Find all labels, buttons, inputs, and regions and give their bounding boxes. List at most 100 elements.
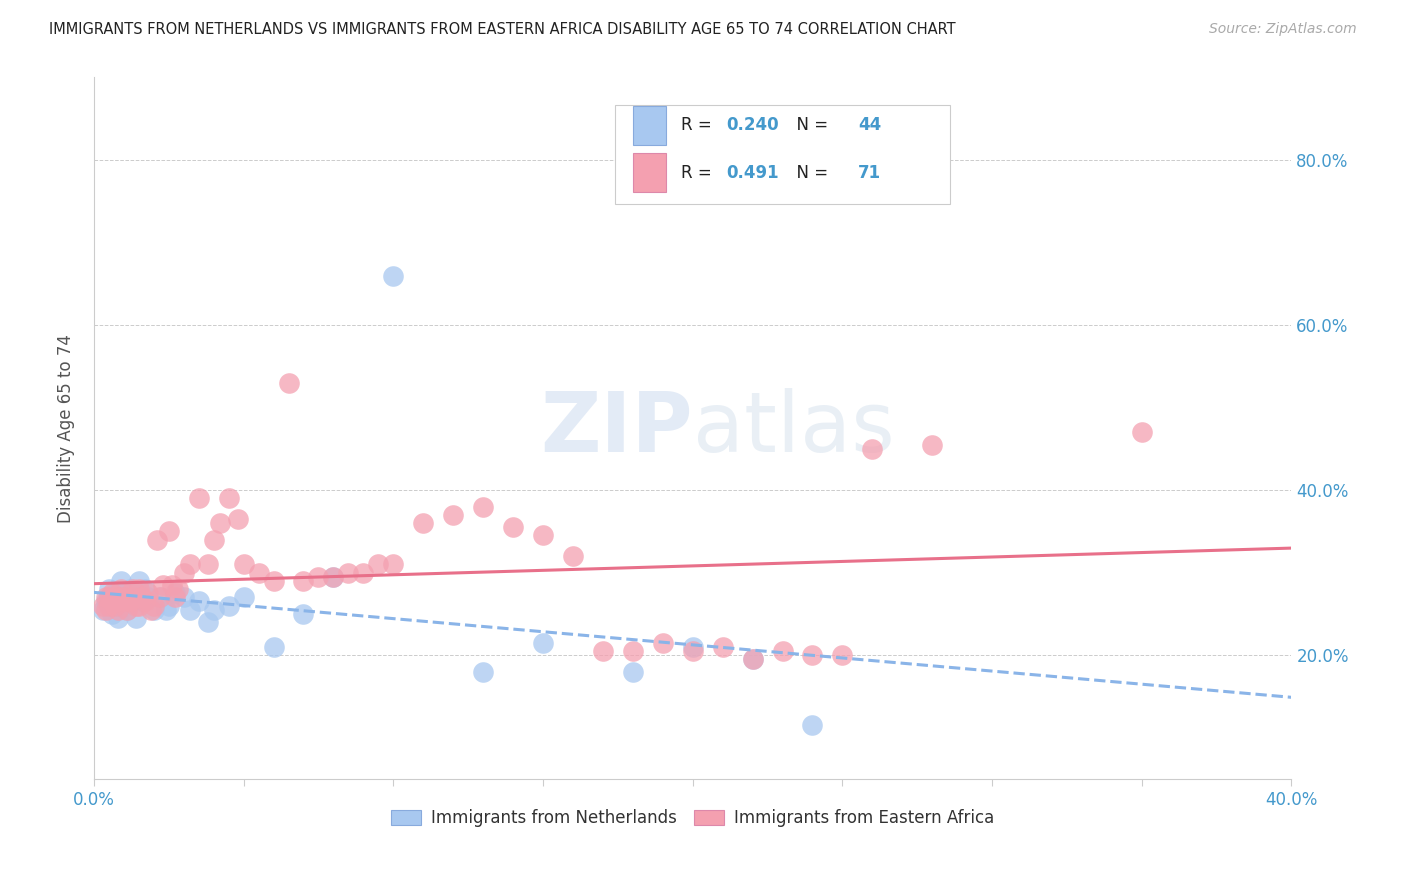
- Point: [682, 640, 704, 654]
- Text: N =: N =: [786, 163, 834, 182]
- Point: [187, 491, 209, 506]
- Point: [831, 648, 853, 662]
- Point: [104, 586, 127, 600]
- Point: [134, 582, 156, 596]
- Point: [115, 603, 138, 617]
- Text: 71: 71: [858, 163, 882, 182]
- Point: [337, 566, 360, 580]
- Point: [163, 591, 186, 605]
- Point: [107, 611, 129, 625]
- Point: [232, 558, 254, 572]
- Point: [322, 570, 344, 584]
- Text: 0.240: 0.240: [727, 117, 779, 135]
- Point: [146, 533, 169, 547]
- Point: [160, 578, 183, 592]
- Point: [263, 574, 285, 588]
- Point: [152, 578, 174, 592]
- Point: [412, 516, 434, 530]
- Point: [502, 520, 524, 534]
- Point: [263, 640, 285, 654]
- Point: [921, 438, 943, 452]
- Point: [531, 528, 554, 542]
- Point: [179, 603, 201, 617]
- Bar: [614, 105, 950, 203]
- Legend: Immigrants from Netherlands, Immigrants from Eastern Africa: Immigrants from Netherlands, Immigrants …: [385, 803, 1001, 834]
- Point: [208, 516, 231, 530]
- Point: [367, 558, 389, 572]
- Point: [107, 603, 129, 617]
- Point: [110, 574, 132, 588]
- Point: [308, 570, 330, 584]
- Point: [94, 594, 117, 608]
- Point: [157, 524, 180, 539]
- Point: [121, 582, 143, 596]
- Point: [218, 599, 240, 613]
- Point: [860, 442, 883, 456]
- Point: [561, 549, 583, 563]
- Point: [621, 644, 644, 658]
- Point: [247, 566, 270, 580]
- Point: [277, 376, 299, 390]
- Point: [1130, 425, 1153, 440]
- Point: [104, 599, 127, 613]
- Point: [142, 599, 165, 613]
- Text: IMMIGRANTS FROM NETHERLANDS VS IMMIGRANTS FROM EASTERN AFRICA DISABILITY AGE 65 : IMMIGRANTS FROM NETHERLANDS VS IMMIGRANT…: [49, 22, 956, 37]
- Point: [163, 586, 186, 600]
- Point: [173, 566, 195, 580]
- Point: [179, 558, 201, 572]
- Point: [91, 599, 114, 613]
- Point: [110, 591, 132, 605]
- Point: [107, 594, 129, 608]
- Text: Source: ZipAtlas.com: Source: ZipAtlas.com: [1209, 22, 1357, 37]
- Point: [149, 591, 172, 605]
- Point: [97, 591, 120, 605]
- Point: [621, 665, 644, 679]
- Point: [226, 512, 249, 526]
- Point: [202, 533, 225, 547]
- Point: [166, 582, 188, 596]
- Point: [197, 615, 219, 629]
- Point: [139, 603, 162, 617]
- Point: [136, 591, 159, 605]
- Point: [104, 591, 127, 605]
- Point: [112, 591, 135, 605]
- Point: [104, 599, 127, 613]
- Point: [94, 603, 117, 617]
- Point: [110, 599, 132, 613]
- Point: [91, 603, 114, 617]
- Text: 44: 44: [858, 117, 882, 135]
- Point: [232, 591, 254, 605]
- Point: [134, 594, 156, 608]
- Point: [472, 665, 495, 679]
- Point: [711, 640, 734, 654]
- Point: [592, 644, 614, 658]
- Bar: [633, 153, 666, 192]
- Text: atlas: atlas: [693, 388, 894, 468]
- Point: [801, 718, 824, 732]
- Point: [125, 599, 148, 613]
- Point: [112, 594, 135, 608]
- Point: [187, 594, 209, 608]
- Point: [107, 594, 129, 608]
- Point: [472, 500, 495, 514]
- Point: [136, 586, 159, 600]
- Point: [101, 599, 124, 613]
- Point: [121, 591, 143, 605]
- Point: [112, 594, 135, 608]
- Point: [149, 591, 172, 605]
- Point: [155, 603, 177, 617]
- Point: [97, 582, 120, 596]
- Text: N =: N =: [786, 117, 834, 135]
- Point: [142, 603, 165, 617]
- Point: [682, 644, 704, 658]
- Point: [101, 594, 124, 608]
- Point: [202, 603, 225, 617]
- Text: R =: R =: [681, 117, 717, 135]
- Point: [128, 582, 150, 596]
- Point: [292, 607, 315, 621]
- Point: [101, 607, 124, 621]
- Point: [110, 582, 132, 596]
- Y-axis label: Disability Age 65 to 74: Disability Age 65 to 74: [58, 334, 75, 523]
- Point: [218, 491, 240, 506]
- Point: [128, 574, 150, 588]
